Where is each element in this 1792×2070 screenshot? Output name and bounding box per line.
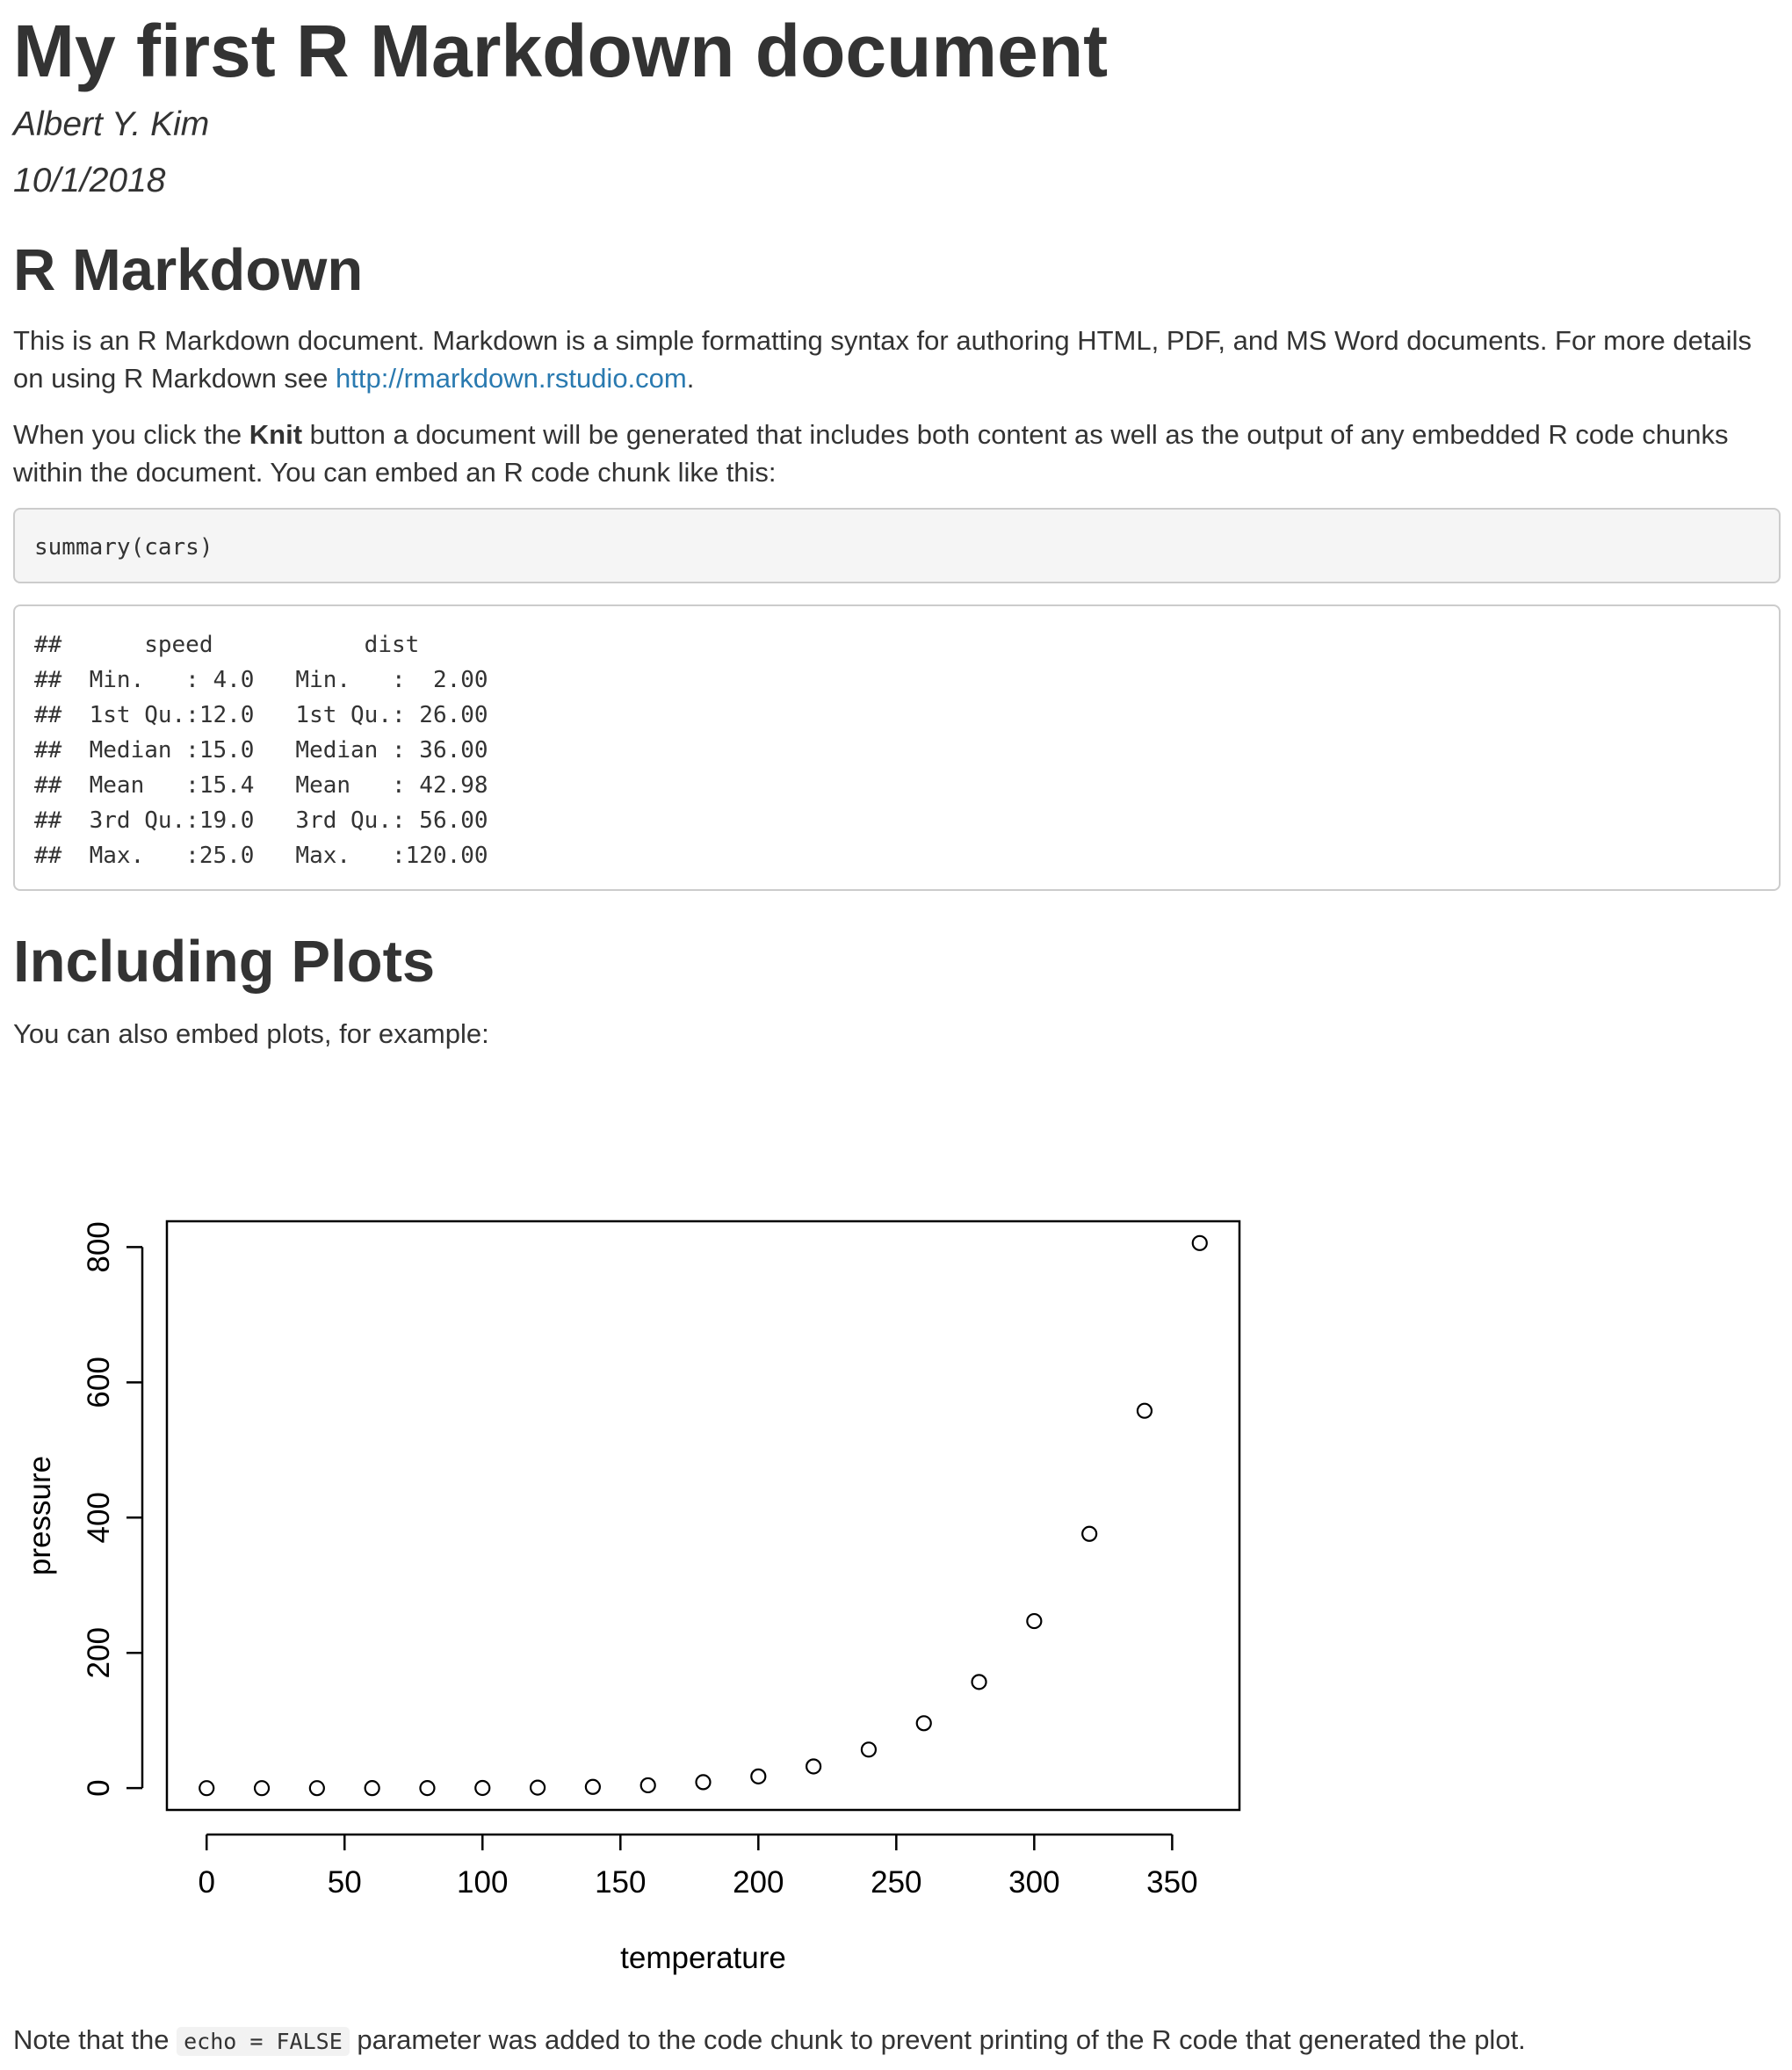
note-text-pre: Note that the [13,2024,177,2055]
data-point [253,1780,271,1797]
knit-text-post: button a document will be generated that… [13,419,1729,488]
x-tick-label: 0 [198,1865,214,1900]
output-line: ## Min. : 4.0 Min. : 2.00 [34,667,516,693]
x-tick-label: 350 [1146,1865,1197,1900]
note-inline-code: echo = FALSE [177,2027,350,2056]
x-tick-label: 100 [457,1865,508,1900]
rmarkdown-link[interactable]: http://rmarkdown.rstudio.com [336,363,687,394]
scatter-plot: 0 50 100 150 200 250 300 350 0 200 400 600 800 temper… [23,1220,1241,1975]
data-point [695,1774,712,1791]
x-axis-title: temperature [620,1941,786,1975]
intro-text: This is an R Markdown document. Markdown… [13,325,1752,394]
y-tick-label: 0 [82,1779,116,1796]
y-axis-title: pressure [23,1456,57,1575]
data-point [1136,1402,1153,1419]
document-date: 10/1/2018 [13,162,166,199]
document-title: My first R Markdown document [13,10,1109,92]
output-line: ## Max. :25.0 Max. :120.00 [34,843,516,869]
output-line: ## 3rd Qu.:19.0 3rd Qu.: 56.00 [34,807,516,834]
output-line: ## 1st Qu.:12.0 1st Qu.: 26.00 [34,702,516,728]
data-point [308,1780,325,1797]
data-point [915,1715,932,1732]
x-tick-label: 150 [595,1865,646,1900]
data-point [584,1778,601,1795]
knit-paragraph: When you click the Knit button a documen… [13,416,1781,491]
document-author: Albert Y. Kim [13,105,210,143]
code-source-text: summary(cars) [34,534,213,561]
x-tick-label: 50 [328,1865,362,1900]
code-chunk-source[interactable]: summary(cars) [13,508,1781,583]
knit-bold: Knit [249,419,303,450]
echo-note: Note that the echo = FALSE parameter was… [13,2021,1781,2060]
x-tick-label: 300 [1008,1865,1059,1900]
output-line: ## speed dist [34,632,516,658]
y-tick-label: 600 [82,1357,116,1408]
intro-paragraph: This is an R Markdown document. Markdown… [13,322,1781,397]
data-point [971,1674,987,1690]
y-tick-label: 200 [82,1627,116,1678]
data-point [860,1741,878,1758]
x-tick-label: 200 [733,1865,784,1900]
section-heading-including-plots: Including Plots [13,929,436,995]
data-point [419,1780,436,1797]
data-point [750,1768,767,1784]
data-point [639,1777,656,1794]
data-point [199,1780,215,1797]
data-point [1081,1525,1098,1542]
output-line: ## Mean :15.4 Mean : 42.98 [34,772,516,799]
intro-period: . [686,363,695,394]
data-point [474,1779,491,1797]
section-heading-r-markdown: R Markdown [13,237,364,303]
knit-text-pre: When you click the [13,419,249,450]
plots-intro: You can also embed plots, for example: [13,1018,489,1049]
note-text-post: parameter was added to the code chunk to… [349,2024,1526,2055]
code-chunk-output[interactable]: ## speed dist ## Min. : 4.0 Min. : 2.00 … [13,604,1781,891]
y-tick-label: 800 [82,1221,116,1272]
data-point [1026,1612,1043,1630]
plot-frame [165,1220,1241,1812]
x-tick-label: 250 [871,1865,921,1900]
data-point [529,1779,546,1796]
data-point [1191,1234,1208,1251]
data-point [806,1758,822,1775]
data-point [364,1780,380,1797]
y-tick-label: 400 [82,1492,116,1543]
output-line: ## Median :15.0 Median : 36.00 [34,737,516,764]
